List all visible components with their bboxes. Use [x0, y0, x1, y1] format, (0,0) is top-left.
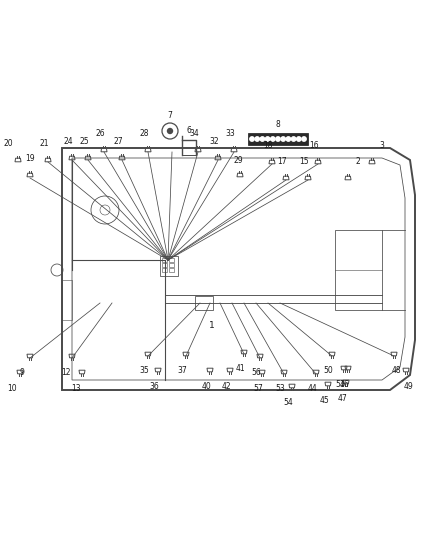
- Text: 57: 57: [253, 384, 263, 393]
- Text: 24: 24: [63, 137, 73, 146]
- Circle shape: [302, 137, 306, 141]
- Circle shape: [286, 137, 290, 141]
- Bar: [160, 256, 178, 276]
- Circle shape: [265, 137, 270, 141]
- Text: 15: 15: [299, 157, 309, 166]
- Text: 20: 20: [3, 139, 13, 148]
- Text: 34: 34: [189, 129, 199, 138]
- Bar: [169, 268, 174, 272]
- Text: 9: 9: [20, 368, 25, 377]
- Text: 53: 53: [275, 384, 285, 393]
- Circle shape: [271, 137, 275, 141]
- Text: 42: 42: [221, 382, 231, 391]
- Circle shape: [260, 137, 265, 141]
- Circle shape: [255, 137, 259, 141]
- Circle shape: [167, 128, 173, 134]
- Text: 41: 41: [235, 364, 245, 373]
- Text: 45: 45: [319, 396, 329, 405]
- Text: 51: 51: [335, 380, 345, 389]
- Bar: [162, 258, 167, 262]
- Text: 6: 6: [187, 126, 191, 135]
- Circle shape: [250, 137, 254, 141]
- Text: 50: 50: [323, 366, 333, 375]
- Bar: [335, 230, 382, 310]
- Bar: [169, 263, 174, 267]
- Bar: [195, 296, 213, 310]
- Text: 47: 47: [337, 394, 347, 403]
- Text: 29: 29: [233, 156, 243, 165]
- Text: 28: 28: [139, 129, 149, 138]
- Text: 18: 18: [263, 141, 273, 150]
- Text: 21: 21: [39, 139, 49, 148]
- Text: 36: 36: [149, 382, 159, 391]
- Bar: [162, 268, 167, 272]
- Text: 3: 3: [380, 141, 385, 150]
- Bar: [62, 280, 72, 320]
- Text: 17: 17: [277, 157, 287, 166]
- Text: 25: 25: [79, 137, 89, 146]
- Text: 16: 16: [309, 141, 319, 150]
- Bar: [162, 263, 167, 267]
- Text: 19: 19: [25, 154, 35, 163]
- Text: 8: 8: [276, 120, 280, 129]
- Circle shape: [291, 137, 296, 141]
- Text: 35: 35: [139, 366, 149, 375]
- Circle shape: [297, 137, 301, 141]
- Text: 49: 49: [403, 382, 413, 391]
- Circle shape: [281, 137, 286, 141]
- Circle shape: [276, 137, 280, 141]
- Text: 2: 2: [356, 157, 360, 166]
- Text: 26: 26: [95, 129, 105, 138]
- Bar: [169, 258, 174, 262]
- Text: 44: 44: [307, 384, 317, 393]
- Text: 56: 56: [251, 368, 261, 377]
- Text: 7: 7: [168, 111, 173, 120]
- Text: 1: 1: [209, 321, 215, 330]
- Text: 27: 27: [113, 137, 123, 146]
- Text: 10: 10: [7, 384, 17, 393]
- Text: 12: 12: [61, 368, 71, 377]
- Text: 48: 48: [391, 366, 401, 375]
- Text: 13: 13: [71, 384, 81, 393]
- Text: 37: 37: [177, 366, 187, 375]
- Text: 54: 54: [283, 398, 293, 407]
- Text: 33: 33: [225, 129, 235, 138]
- Text: 32: 32: [209, 137, 219, 146]
- Bar: [248, 133, 308, 145]
- Text: 46: 46: [339, 380, 349, 389]
- Text: 40: 40: [201, 382, 211, 391]
